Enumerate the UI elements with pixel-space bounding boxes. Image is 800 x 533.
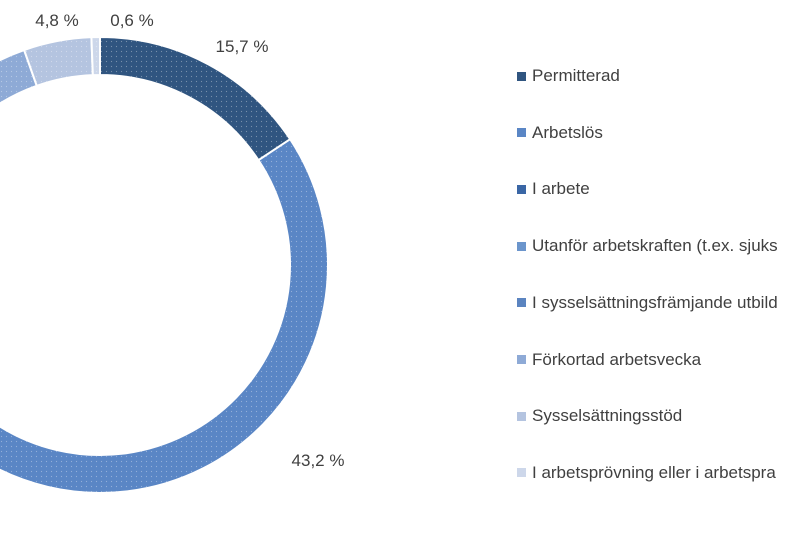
slice-forkortad-arbetsvecka-texture [0,49,37,104]
legend-item-sysselsattningsstod: Sysselsättningsstöd [517,404,682,428]
legend: Permitterad Arbetslös I arbete Utanför arbe… [517,64,800,504]
legend-item-permitterad: Permitterad [517,64,620,88]
legend-label: Utanför arbetskraften (t.ex. sjuks [532,236,778,256]
legend-item-i-arbete: I arbete [517,177,590,201]
legend-item-i-sysselsattningsframjande-utbild: I sysselsättningsfrämjande utbild [517,291,778,315]
data-label-permitterad: 15,7 % [216,37,269,56]
legend-item-utanfor-arbetskraften-t-ex-sjuks: Utanför arbetskraften (t.ex. sjuks [517,234,778,258]
legend-swatch [517,411,526,421]
legend-swatch [517,71,526,81]
legend-swatch [517,468,526,478]
slice-arbetslos-texture [0,139,328,493]
data-label-arbetslos: 43,2 % [292,451,345,470]
legend-label: Sysselsättningsstöd [532,406,683,426]
legend-label: I sysselsättningsfrämjande utbild [532,292,778,312]
data-label-sysselsattningsstod: 4,8 % [35,11,78,30]
legend-swatch [517,128,526,138]
slice-i-arbetsprovning-eller-i-arbetspra-texture [91,37,100,76]
legend-swatch [517,355,526,364]
legend-swatch [517,184,526,194]
slice-permitterad-texture [100,37,291,161]
legend-label: I arbete [532,179,590,199]
data-label-i-arbetsprovning-eller-i-arbetspra: 0,6 % [110,11,153,30]
legend-item-i-arbetsprovning-eller-i-arbetspra: I arbetsprövning eller i arbetspra [517,461,776,485]
legend-label: Permitterad [532,66,620,85]
legend-label: Förkortad arbetsvecka [532,349,702,369]
legend-item-forkortad-arbetsvecka: Förkortad arbetsvecka [517,348,701,372]
legend-label: I arbetsprövning eller i arbetspra [532,462,776,482]
slice-sysselsattningsstod-texture [24,37,93,86]
legend-swatch [517,241,526,251]
data-labels: 15,7 % 43,2 % 4,8 % 0,6 % [35,11,344,470]
legend-swatch [517,298,526,308]
donut-slices [0,35,329,494]
legend-label: Arbetslös [532,122,603,142]
legend-item-arbetslos: Arbetslös [517,121,603,145]
